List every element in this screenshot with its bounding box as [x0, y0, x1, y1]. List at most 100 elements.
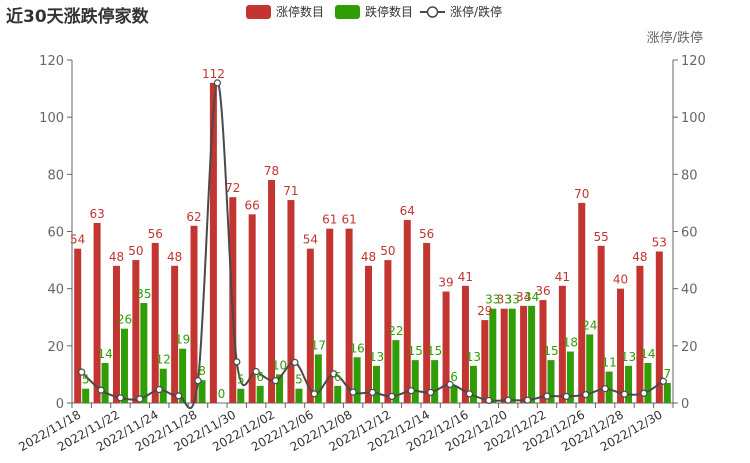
limit-up-value-label: 50 — [128, 244, 143, 258]
limit-down-value-label: 19 — [175, 333, 190, 347]
limit-down-bar — [625, 365, 633, 403]
legend-swatch-ratio-marker — [426, 6, 439, 18]
limit-down-value-label: 34 — [524, 290, 539, 304]
left-tick-label: 20 — [47, 340, 64, 355]
limit-down-value-label: 16 — [349, 341, 364, 355]
limit-up-value-label: 62 — [186, 210, 201, 224]
ratio-point — [543, 392, 551, 400]
limit-down-bar — [663, 382, 671, 403]
limit-up-bar — [209, 82, 217, 403]
limit-up-value-label: 39 — [438, 276, 453, 290]
limit-down-bar — [101, 362, 109, 403]
right-tick-label: 20 — [681, 340, 698, 355]
legend-label: 跌停数目 — [365, 4, 413, 19]
limit-up-value-label: 56 — [419, 227, 434, 241]
legend[interactable]: 涨停数目 跌停数目 涨停/跌停 — [246, 4, 502, 19]
limit-down-value-label: 18 — [563, 336, 578, 350]
limit-up-value-label: 54 — [70, 233, 85, 247]
limit-down-bar — [469, 365, 477, 403]
ratio-point — [233, 358, 241, 366]
ratio-point — [252, 367, 260, 376]
limit-down-bar — [334, 385, 342, 403]
limit-down-value-label: 11 — [602, 356, 617, 370]
limit-down-bar — [82, 388, 90, 403]
limit-down-bar — [256, 385, 264, 403]
limit-down-value-label: 26 — [117, 313, 132, 327]
limit-down-value-label: 14 — [97, 347, 112, 361]
ratio-point — [582, 391, 590, 399]
limit-down-value-label: 14 — [640, 347, 655, 361]
limit-up-value-label: 72 — [225, 181, 240, 195]
limit-up-value-label: 61 — [322, 213, 337, 227]
limit-up-bar — [461, 285, 469, 403]
limit-down-bar — [411, 360, 419, 403]
limit-up-bar — [74, 248, 82, 403]
right-tick-label: 60 — [681, 226, 698, 241]
limit-down-bar — [644, 362, 652, 403]
limit-up-bar — [384, 260, 392, 403]
limit-up-bar — [481, 320, 489, 403]
limit-up-bar — [171, 265, 179, 403]
x-axis-ticks: 2022/11/182022/11/222022/11/242022/11/28… — [16, 403, 674, 454]
ratio-point — [523, 396, 532, 404]
limit-down-value-label: 5 — [295, 373, 303, 387]
right-tick-label: 40 — [681, 283, 698, 298]
ratio-point — [388, 392, 396, 401]
limit-down-value-label: 6 — [256, 370, 264, 384]
limit-down-bar — [547, 360, 555, 403]
ratio-point — [465, 390, 474, 398]
limit-down-value-label: 10 — [272, 358, 287, 372]
limit-up-bar — [558, 285, 566, 403]
limit-up-value-label: 78 — [264, 164, 279, 178]
ratio-point — [640, 389, 648, 397]
limit-up-value-label: 41 — [555, 270, 570, 284]
limit-down-bar — [140, 302, 148, 403]
limit-down-value-label: 5 — [237, 373, 245, 387]
data-labels: 5456314482650355612481962811207256667810… — [70, 67, 671, 401]
ratio-point — [485, 396, 493, 405]
limit-up-bar — [132, 260, 140, 403]
limit-up-bar — [578, 202, 586, 403]
ratio-point — [659, 377, 667, 385]
ratio-point — [368, 388, 377, 397]
limit-down-value-label: 33 — [485, 293, 500, 307]
limit-down-value-label: 15 — [408, 344, 423, 358]
limit-down-value-label: 12 — [156, 353, 171, 367]
limit-up-bar — [287, 200, 295, 403]
limit-down-bar — [295, 388, 303, 403]
limit-up-bar — [655, 251, 663, 403]
limit-down-bar — [353, 357, 361, 403]
limit-down-bar — [605, 371, 613, 403]
ratio-point — [620, 390, 629, 398]
bars — [74, 82, 671, 403]
limit-up-bar — [306, 248, 314, 403]
limit-down-bar — [392, 340, 400, 403]
limit-down-bar — [120, 328, 128, 403]
limit-up-bar — [326, 228, 334, 403]
right-tick-label: 80 — [681, 168, 698, 183]
limit-up-value-label: 36 — [535, 284, 550, 298]
legend-swatch-limit-up — [246, 5, 271, 19]
limit-down-bar — [450, 385, 458, 403]
limit-down-bar — [314, 354, 322, 403]
limit-up-bar — [151, 242, 159, 403]
ratio-point — [116, 394, 125, 402]
ratio-point — [427, 388, 435, 397]
left-tick-label: 80 — [47, 168, 64, 183]
limit-up-bar — [597, 245, 605, 403]
limit-up-bar — [500, 308, 508, 403]
limit-up-value-label: 56 — [148, 227, 163, 241]
limit-up-value-label: 55 — [594, 230, 609, 244]
limit-down-bar — [179, 348, 187, 403]
limit-up-value-label: 40 — [613, 273, 628, 287]
limit-down-value-label: 7 — [663, 367, 671, 381]
limit-up-value-label: 66 — [245, 198, 260, 212]
ratio-point — [310, 390, 318, 398]
limit-down-value-label: 17 — [311, 338, 326, 352]
ratio-point — [504, 396, 512, 404]
limit-down-value-label: 13 — [369, 350, 384, 364]
limit-up-bar — [365, 265, 372, 403]
ratio-point — [194, 377, 202, 385]
limit-up-value-label: 61 — [341, 213, 356, 227]
